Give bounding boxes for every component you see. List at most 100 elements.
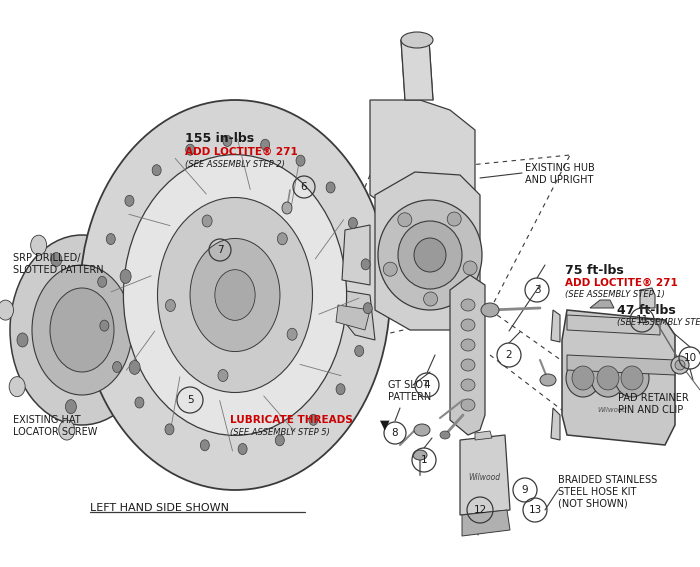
Text: 8: 8	[392, 428, 398, 438]
Ellipse shape	[398, 213, 412, 227]
Polygon shape	[640, 288, 655, 308]
Ellipse shape	[190, 239, 280, 352]
Ellipse shape	[461, 339, 475, 351]
Text: SRP DRILLED/: SRP DRILLED/	[13, 253, 80, 263]
Polygon shape	[462, 510, 510, 536]
Polygon shape	[590, 300, 614, 308]
Ellipse shape	[398, 221, 462, 289]
Text: 2: 2	[505, 350, 512, 360]
Ellipse shape	[200, 440, 209, 451]
Text: (NOT SHOWN): (NOT SHOWN)	[558, 499, 628, 509]
Text: Wilwood: Wilwood	[468, 473, 500, 483]
Ellipse shape	[165, 424, 174, 435]
Text: LUBRICATE THREADS: LUBRICATE THREADS	[230, 415, 353, 425]
Polygon shape	[342, 225, 370, 285]
Ellipse shape	[50, 288, 114, 372]
Ellipse shape	[59, 420, 75, 440]
Ellipse shape	[336, 384, 345, 395]
Ellipse shape	[597, 366, 619, 390]
Polygon shape	[401, 40, 433, 100]
Ellipse shape	[296, 155, 305, 166]
Ellipse shape	[671, 356, 689, 374]
Text: (SEE ASSEMBLY STEP 2): (SEE ASSEMBLY STEP 2)	[185, 159, 285, 168]
Text: STEEL HOSE KIT: STEEL HOSE KIT	[558, 487, 636, 497]
Text: EXISTING HUB: EXISTING HUB	[525, 163, 595, 173]
Ellipse shape	[10, 235, 154, 425]
Ellipse shape	[123, 155, 346, 435]
Text: ADD LOCTITE® 271: ADD LOCTITE® 271	[565, 278, 678, 288]
Text: 6: 6	[301, 182, 307, 192]
Ellipse shape	[282, 202, 292, 214]
Text: 5: 5	[187, 395, 193, 405]
Text: (SEE ASSEMBLY STEP 5): (SEE ASSEMBLY STEP 5)	[617, 319, 700, 328]
Text: (SEE ASSEMBLY STEP 1): (SEE ASSEMBLY STEP 1)	[565, 290, 665, 299]
Ellipse shape	[309, 414, 318, 425]
Ellipse shape	[447, 212, 461, 226]
Ellipse shape	[414, 424, 430, 436]
Ellipse shape	[461, 319, 475, 331]
Ellipse shape	[215, 270, 255, 320]
Text: 1: 1	[421, 455, 427, 465]
Text: ▼: ▼	[380, 418, 390, 431]
Ellipse shape	[139, 263, 155, 284]
Ellipse shape	[424, 292, 438, 306]
Polygon shape	[567, 355, 675, 375]
Ellipse shape	[120, 269, 131, 284]
Ellipse shape	[100, 320, 109, 331]
Ellipse shape	[461, 299, 475, 311]
Text: AND UPRIGHT: AND UPRIGHT	[525, 175, 594, 185]
Text: 4: 4	[424, 380, 430, 390]
Ellipse shape	[130, 361, 140, 374]
Text: LOCATOR SCREW: LOCATOR SCREW	[13, 427, 97, 437]
Text: 155 in-lbs: 155 in-lbs	[185, 132, 254, 145]
Ellipse shape	[135, 397, 144, 408]
Text: (SEE ASSEMBLY STEP 5): (SEE ASSEMBLY STEP 5)	[230, 428, 330, 437]
Ellipse shape	[98, 276, 106, 287]
Ellipse shape	[165, 299, 176, 311]
Text: 11: 11	[636, 315, 649, 325]
Text: PIN AND CLIP: PIN AND CLIP	[618, 405, 683, 415]
Ellipse shape	[675, 360, 685, 370]
Text: 10: 10	[683, 353, 696, 363]
Ellipse shape	[413, 450, 427, 460]
Ellipse shape	[277, 233, 287, 245]
Text: ADD LOCTITE® 271: ADD LOCTITE® 271	[185, 147, 298, 157]
Text: 13: 13	[528, 505, 542, 515]
Ellipse shape	[349, 218, 358, 229]
Ellipse shape	[80, 100, 390, 490]
Ellipse shape	[461, 379, 475, 391]
Text: 3: 3	[533, 285, 540, 295]
Ellipse shape	[355, 345, 364, 357]
Ellipse shape	[275, 435, 284, 446]
Text: PATTERN: PATTERN	[388, 392, 431, 402]
Ellipse shape	[326, 182, 335, 193]
Polygon shape	[551, 408, 560, 440]
Ellipse shape	[414, 238, 446, 272]
Ellipse shape	[461, 399, 475, 411]
Text: BRAIDED STAINLESS: BRAIDED STAINLESS	[558, 475, 657, 485]
Ellipse shape	[287, 328, 297, 340]
Ellipse shape	[0, 300, 13, 320]
Ellipse shape	[158, 197, 312, 392]
Ellipse shape	[223, 136, 232, 146]
Polygon shape	[335, 290, 375, 340]
Ellipse shape	[150, 340, 167, 360]
Ellipse shape	[118, 405, 133, 425]
Ellipse shape	[65, 400, 76, 414]
Ellipse shape	[186, 144, 195, 155]
Ellipse shape	[106, 234, 116, 244]
Ellipse shape	[383, 262, 397, 276]
Ellipse shape	[401, 32, 433, 48]
Ellipse shape	[378, 200, 482, 310]
Text: LEFT HAND SIDE SHOWN: LEFT HAND SIDE SHOWN	[90, 503, 229, 513]
Text: 47 ft-lbs: 47 ft-lbs	[617, 303, 676, 316]
Ellipse shape	[260, 139, 270, 150]
Polygon shape	[551, 310, 560, 342]
Ellipse shape	[461, 359, 475, 371]
Text: SLOTTED PATTERN: SLOTTED PATTERN	[13, 265, 104, 275]
Ellipse shape	[566, 359, 600, 397]
Ellipse shape	[89, 220, 105, 240]
Ellipse shape	[591, 359, 625, 397]
Ellipse shape	[621, 366, 643, 390]
Ellipse shape	[9, 376, 25, 397]
